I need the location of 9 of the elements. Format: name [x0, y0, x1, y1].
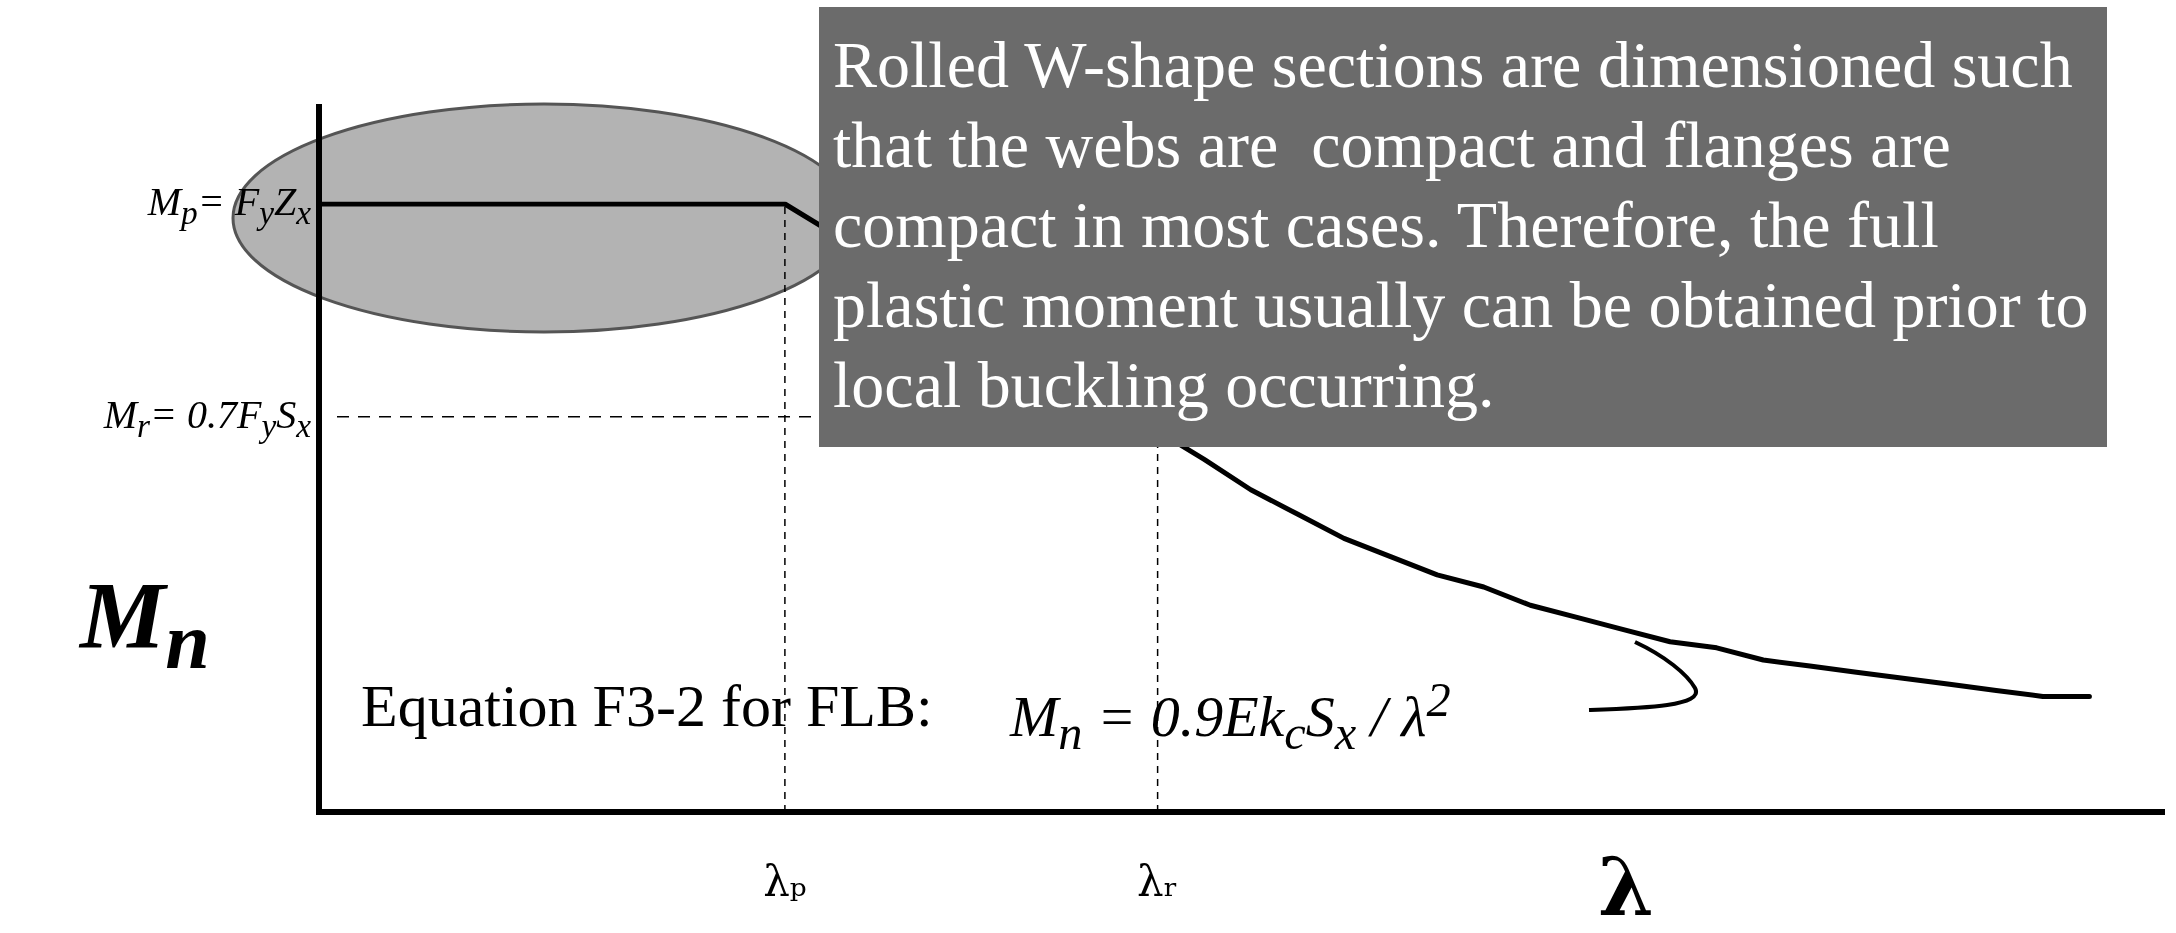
y-axis-title: M$_{n}$ [80, 561, 210, 688]
annotation: M$_{n}$ = 0.9Ek$_{c}$S$_{x}$ / λ$^{2}$ [1010, 672, 1451, 760]
ref-line-label: M$_{r}$= 0.7F$_{y}$S$_{x}$ [103, 390, 311, 445]
x-axis-title: λ [1598, 840, 1655, 933]
x-tick-label: λₚ [763, 857, 807, 907]
annotation: Equation F3-2 for FLB: [361, 672, 933, 741]
text: M$_{p}$= F$_{y}$Z$_{x}$ [147, 178, 311, 232]
x-tick-label: λᵣ [1137, 857, 1179, 907]
annotation: Rolled W-shape sections are dimensioned such that the webs are compact and flanges are compact in most cases. Therefore, the full plastic moment usually can be obtained prior to local buckling occurring. [819, 7, 2107, 447]
